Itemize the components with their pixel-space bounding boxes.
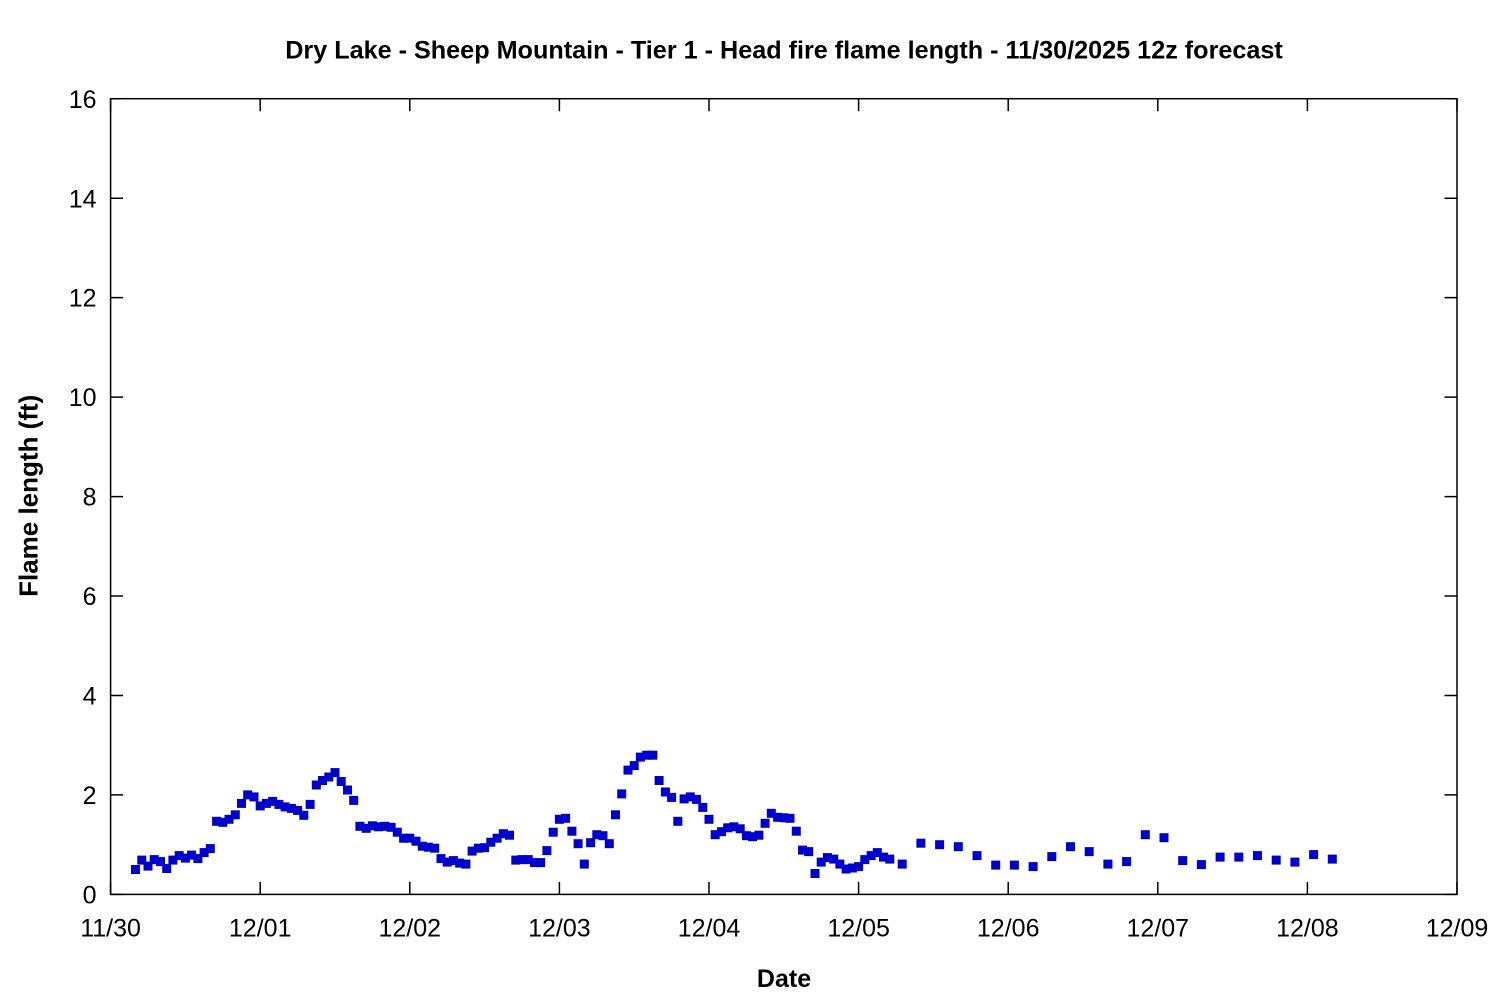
svg-text:12/05: 12/05 — [827, 915, 890, 943]
svg-text:11/30: 11/30 — [80, 915, 141, 943]
svg-text:12/09: 12/09 — [1426, 915, 1489, 943]
svg-text:12/04: 12/04 — [678, 915, 741, 943]
svg-text:2: 2 — [83, 782, 97, 810]
svg-text:12/02: 12/02 — [379, 915, 442, 943]
svg-text:Dry Lake - Sheep Mountain - Ti: Dry Lake - Sheep Mountain - Tier 1 - Hea… — [285, 37, 1283, 65]
svg-text:8: 8 — [83, 484, 97, 512]
svg-text:0: 0 — [83, 882, 97, 910]
svg-text:12/03: 12/03 — [528, 915, 591, 943]
svg-text:16: 16 — [69, 86, 97, 114]
svg-text:14: 14 — [69, 185, 97, 213]
svg-text:12/08: 12/08 — [1276, 915, 1339, 943]
svg-text:Flame length (ft): Flame length (ft) — [14, 395, 44, 597]
svg-text:12/06: 12/06 — [977, 915, 1040, 943]
svg-text:Date: Date — [757, 965, 811, 993]
svg-text:12/01: 12/01 — [229, 915, 292, 943]
svg-text:12/07: 12/07 — [1127, 915, 1190, 943]
svg-text:10: 10 — [69, 384, 97, 412]
svg-text:12: 12 — [69, 285, 97, 313]
svg-text:6: 6 — [83, 583, 97, 611]
svg-text:4: 4 — [83, 683, 97, 711]
